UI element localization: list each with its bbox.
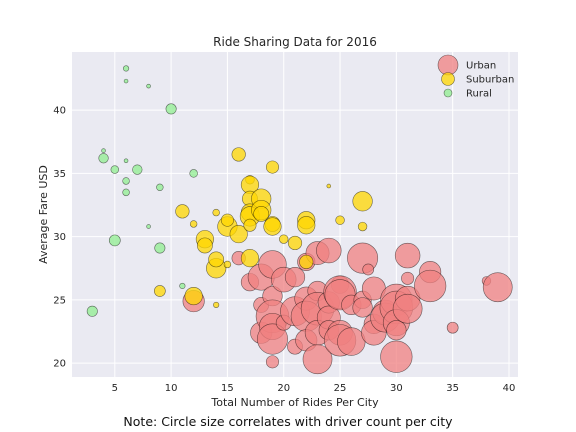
suburban-point (240, 249, 260, 268)
urban-point (386, 320, 407, 341)
suburban-point (184, 286, 203, 306)
urban-point (394, 242, 421, 269)
urban-point (256, 323, 288, 355)
rural-point (86, 305, 98, 317)
urban-point (352, 297, 373, 318)
rural-point (101, 148, 106, 153)
rural-point (123, 78, 129, 84)
suburban-point (263, 217, 282, 236)
suburban-point (253, 205, 270, 222)
urban-point (316, 237, 342, 264)
suburban-point (231, 147, 246, 162)
urban-point (446, 321, 459, 334)
legend-label-rural: Rural (466, 89, 492, 100)
rural-point (123, 158, 129, 164)
suburban-point (357, 221, 368, 232)
y-tick-label: 20 (53, 359, 66, 370)
y-axis-label: Average Fare USD (37, 165, 50, 264)
rural-point (122, 65, 130, 72)
urban-point (414, 269, 447, 303)
urban-point (380, 340, 413, 373)
data-points (86, 65, 513, 375)
suburban-point (287, 235, 303, 251)
legend: Urban Suburban Rural (437, 54, 514, 100)
y-tick-label: 25 (53, 295, 66, 306)
suburban-point (265, 160, 279, 174)
y-tick-label: 35 (53, 169, 66, 180)
suburban-point (297, 216, 316, 235)
rural-point (179, 282, 186, 290)
legend-label-suburban: Suburban (466, 75, 514, 86)
rural-point (154, 242, 166, 254)
rural-point (110, 165, 120, 174)
rural-point (98, 153, 109, 164)
legend-label-urban: Urban (466, 61, 496, 72)
x-tick-label: 30 (390, 383, 403, 394)
suburban-point (352, 191, 373, 212)
suburban-point (208, 251, 225, 268)
urban-point (265, 355, 279, 369)
rural-point (122, 177, 130, 185)
suburban-point (229, 225, 248, 244)
suburban-point (212, 208, 220, 217)
suburban-point (196, 237, 213, 254)
rural-point (132, 164, 143, 175)
rural-point (122, 188, 130, 197)
rural-point (146, 224, 151, 229)
suburban-point (299, 254, 314, 270)
rural-point (146, 83, 151, 89)
rural-point (108, 234, 121, 247)
suburban-point (326, 183, 332, 189)
suburban-point (243, 218, 257, 232)
urban-point (284, 266, 306, 288)
suburban-point (335, 215, 345, 225)
x-tick-label: 10 (165, 383, 178, 394)
suburban-point (279, 234, 289, 244)
note-caption: Note: Circle size correlates with driver… (123, 414, 453, 429)
rural-point (156, 183, 164, 192)
y-tick-label: 30 (53, 232, 66, 243)
x-tick-label: 20 (277, 383, 290, 394)
urban-point (482, 272, 513, 303)
suburban-point (189, 220, 198, 228)
legend-marker-suburban (441, 72, 455, 86)
x-tick-label: 15 (221, 383, 234, 394)
x-tick-label: 35 (446, 383, 459, 394)
legend-marker-rural (443, 88, 453, 98)
x-tick-label: 40 (503, 383, 516, 394)
rural-point (165, 103, 177, 115)
urban-point (362, 263, 375, 276)
legend-marker-urban (437, 54, 459, 76)
x-axis-label: Total Number of Rides Per City (210, 396, 379, 409)
tick-labels: 5 10 15 20 25 30 35 40 20 25 30 35 40 (53, 106, 515, 394)
urban-point (401, 271, 415, 285)
x-tick-label: 5 (112, 383, 118, 394)
urban-point (302, 344, 333, 375)
suburban-point (213, 301, 220, 308)
suburban-point (223, 260, 232, 269)
chart-title: Ride Sharing Data for 2016 (213, 35, 377, 49)
rural-point (189, 169, 198, 178)
y-tick-label: 40 (53, 106, 66, 117)
urban-point (392, 293, 423, 324)
suburban-point (153, 285, 166, 297)
suburban-point (220, 213, 234, 227)
x-tick-label: 25 (334, 383, 347, 394)
suburban-point (175, 204, 190, 219)
urban-point (337, 327, 366, 356)
